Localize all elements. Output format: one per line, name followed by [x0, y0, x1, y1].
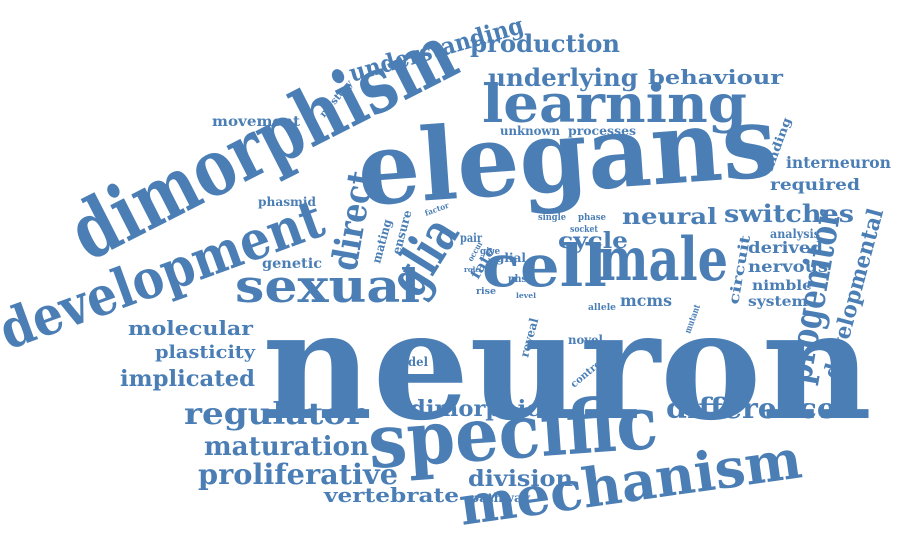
cloud-word-rise: rise — [476, 287, 496, 297]
cloud-word-single: single — [538, 213, 566, 223]
cloud-word-sexual: sexual — [235, 259, 420, 313]
cloud-word-regulator: regulator — [184, 397, 365, 432]
cloud-word-allele: allele — [588, 303, 616, 313]
cloud-word-proliferative: proliferative — [198, 458, 398, 491]
cloud-word-mcms: mcms — [620, 291, 672, 310]
cloud-word-neural: neural — [622, 204, 717, 230]
cloud-word-required: required — [770, 175, 860, 194]
cloud-word-phase: phase — [578, 213, 606, 223]
cloud-word-division: division — [468, 466, 573, 492]
cloud-word-nimble: nimble — [752, 278, 812, 294]
cloud-word-genetic: genetic — [262, 256, 322, 272]
cloud-word-dimorphic: dimorphic — [410, 396, 540, 422]
cloud-word-maturation: maturation — [204, 432, 369, 462]
cloud-word-elegans: elegans — [353, 82, 780, 229]
cloud-word-cycle: cycle — [558, 228, 628, 254]
cloud-word-underlying: underlying — [488, 63, 638, 92]
cloud-word-level: level — [516, 291, 536, 300]
cloud-word-vertebrate: vertebrate — [323, 483, 459, 507]
cloud-word-interneuron: interneuron — [786, 153, 891, 172]
cloud-word-difference: difference — [666, 392, 836, 425]
cloud-word-system: system — [748, 294, 808, 310]
cloud-word-switches: switches — [724, 199, 854, 228]
cloud-word-implicated: implicated — [120, 366, 255, 392]
cloud-word-novel: novel — [568, 333, 603, 347]
cloud-word-cell: cell — [482, 232, 607, 300]
cloud-word-phasmid: phasmid — [258, 195, 317, 209]
cloud-word-nervous: nervous — [748, 257, 828, 276]
cloud-word-pair: pair — [460, 231, 483, 245]
cloud-word-plasticity: plasticity — [155, 342, 256, 363]
cloud-word-socket: socket — [570, 225, 599, 235]
cloud-word-glial: glial — [496, 251, 526, 265]
cloud-word-analysis: analysis — [770, 227, 820, 241]
cloud-word-role: role — [464, 265, 481, 274]
cloud-word-unknown: unknown — [500, 124, 560, 138]
cloud-word-male: male — [598, 225, 728, 295]
cloud-word-learning: learning — [482, 74, 747, 135]
cloud-word-specific: specific — [365, 380, 660, 486]
cloud-word-movement: movement — [212, 114, 301, 130]
cloud-word-processes: processes — [568, 124, 636, 138]
cloud-word-molecular: molecular — [128, 316, 254, 340]
cloud-word-phso: phso — [508, 274, 533, 285]
cloud-word-behaviour: behaviour — [648, 65, 784, 89]
cloud-word-neuron: neuron — [262, 278, 872, 454]
cloud-word-give: give — [480, 247, 500, 257]
cloud-word-derived: derived — [748, 238, 823, 257]
cloud-word-production: production — [470, 29, 620, 58]
cloud-word-model: model — [388, 355, 428, 369]
cloud-word-pathway: pathway — [470, 491, 531, 505]
